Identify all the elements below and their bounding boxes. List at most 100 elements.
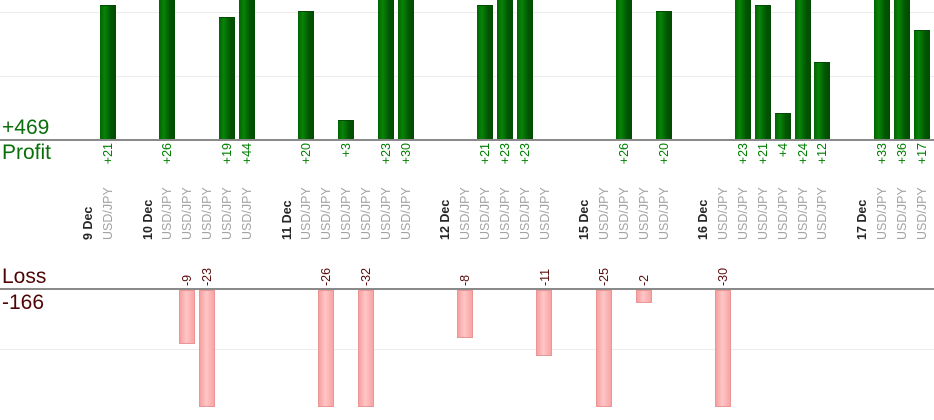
profit-value-label: +26 bbox=[616, 143, 631, 165]
x-axis-pair-label: USD/JPY bbox=[200, 187, 215, 240]
loss-axis-line bbox=[0, 288, 934, 290]
x-axis-date-label: 17 Dec bbox=[855, 199, 870, 240]
profit-value-label: +23 bbox=[517, 143, 532, 165]
x-axis-pair-label: USD/JPY bbox=[894, 187, 909, 240]
loss-bar bbox=[536, 290, 553, 356]
x-axis-pair-label: USD/JPY bbox=[100, 187, 115, 240]
x-axis-pair-label: USD/JPY bbox=[815, 187, 830, 240]
profit-value-label: +17 bbox=[914, 143, 929, 165]
profit-bar bbox=[337, 120, 354, 139]
loss-value-label: -11 bbox=[537, 268, 552, 286]
profit-value-label: +21 bbox=[478, 143, 492, 165]
loss-section-label: Loss bbox=[2, 265, 47, 288]
gridline-loss-10 bbox=[0, 349, 934, 350]
profit-bar bbox=[99, 5, 116, 139]
profit-bar bbox=[774, 113, 791, 139]
profit-value-label: +44 bbox=[239, 143, 254, 165]
loss-value-label: -8 bbox=[458, 274, 473, 286]
profit-value-label: +24 bbox=[795, 143, 810, 165]
profit-value-label: +20 bbox=[299, 143, 314, 165]
x-axis-pair-label: USD/JPY bbox=[537, 187, 552, 240]
gridline-profit-10 bbox=[0, 76, 934, 77]
loss-value-label: -2 bbox=[636, 274, 651, 286]
profit-bar bbox=[377, 0, 394, 139]
profit-bar bbox=[814, 62, 831, 139]
loss-total-label: -166 bbox=[2, 291, 45, 314]
profit-bar bbox=[794, 0, 811, 139]
profit-value-label: +3 bbox=[339, 143, 354, 158]
profit-bar bbox=[893, 0, 910, 139]
loss-value-label: -9 bbox=[180, 274, 195, 286]
profit-value-label: +33 bbox=[875, 143, 889, 165]
profit-value-label: +23 bbox=[497, 143, 512, 165]
profit-bar bbox=[754, 5, 771, 139]
loss-value-label: -25 bbox=[597, 267, 612, 286]
x-axis-pair-label: USD/JPY bbox=[656, 187, 671, 240]
x-axis-pair-label: USD/JPY bbox=[716, 187, 731, 240]
x-axis-pair-label: USD/JPY bbox=[875, 187, 889, 240]
loss-bar bbox=[318, 290, 335, 407]
x-axis-pair-label: USD/JPY bbox=[160, 187, 175, 240]
profit-value-label: +23 bbox=[378, 143, 393, 165]
profit-value-label: +21 bbox=[755, 143, 770, 165]
x-axis-pair-label: USD/JPY bbox=[497, 187, 512, 240]
gridline-profit-20 bbox=[0, 12, 934, 13]
x-axis-pair-label: USD/JPY bbox=[239, 187, 254, 240]
profit-bar bbox=[516, 0, 533, 139]
profit-bar bbox=[655, 11, 672, 139]
x-axis-pair-label: USD/JPY bbox=[319, 187, 334, 240]
x-axis-pair-label: USD/JPY bbox=[736, 187, 751, 240]
x-axis-date-label: 12 Dec bbox=[438, 199, 453, 240]
profit-value-label: +4 bbox=[775, 143, 790, 158]
profit-bar bbox=[218, 17, 235, 139]
profit-bar bbox=[476, 5, 493, 139]
x-axis-pair-label: USD/JPY bbox=[795, 187, 810, 240]
loss-bar bbox=[199, 290, 216, 407]
profit-bar bbox=[159, 0, 176, 139]
profit-value-label: +21 bbox=[100, 143, 115, 165]
x-axis-pair-label: USD/JPY bbox=[775, 187, 790, 240]
loss-bar bbox=[457, 290, 474, 338]
x-axis-pair-label: USD/JPY bbox=[914, 187, 929, 240]
loss-bar bbox=[179, 290, 196, 344]
x-axis-pair-label: USD/JPY bbox=[398, 187, 413, 240]
profit-value-label: +23 bbox=[736, 143, 751, 165]
x-axis-pair-label: USD/JPY bbox=[458, 187, 473, 240]
loss-value-label: -32 bbox=[358, 267, 373, 286]
x-axis-date-label: 15 Dec bbox=[577, 199, 592, 240]
x-axis-pair-label: USD/JPY bbox=[478, 187, 492, 240]
x-axis-date-label: 9 Dec bbox=[81, 206, 95, 240]
x-axis-pair-label: USD/JPY bbox=[299, 187, 314, 240]
loss-plot-area bbox=[0, 290, 934, 420]
profit-value-label: +30 bbox=[398, 143, 413, 165]
x-axis-pair-label: USD/JPY bbox=[219, 187, 234, 240]
x-axis-date-label: 16 Dec bbox=[696, 199, 711, 240]
loss-bar bbox=[357, 290, 374, 407]
profit-section-label: Profit bbox=[2, 141, 52, 164]
x-axis-pair-label: USD/JPY bbox=[597, 187, 612, 240]
profit-value-label: +36 bbox=[894, 143, 909, 165]
profit-value-label: +20 bbox=[656, 143, 671, 165]
profit-bar bbox=[397, 0, 414, 139]
loss-value-label: -30 bbox=[716, 267, 731, 286]
x-axis-pair-label: USD/JPY bbox=[636, 187, 651, 240]
profit-value-label: +19 bbox=[219, 143, 234, 165]
profit-bar bbox=[496, 0, 513, 139]
profit-axis-line bbox=[0, 139, 934, 141]
x-axis-pair-label: USD/JPY bbox=[358, 187, 373, 240]
loss-bar bbox=[635, 290, 652, 303]
x-axis-pair-label: USD/JPY bbox=[339, 187, 354, 240]
profit-total-label: +469 bbox=[2, 116, 50, 139]
x-axis-pair-label: USD/JPY bbox=[180, 187, 195, 240]
x-axis-pair-label: USD/JPY bbox=[616, 187, 631, 240]
profit-bar bbox=[873, 0, 890, 139]
x-axis-date-label: 10 Dec bbox=[140, 199, 155, 240]
profit-bar bbox=[238, 0, 255, 139]
x-axis-pair-label: USD/JPY bbox=[378, 187, 393, 240]
profit-bar bbox=[913, 30, 930, 139]
profit-bar bbox=[298, 11, 315, 139]
loss-value-label: -23 bbox=[200, 267, 215, 286]
x-axis-date-label: 11 Dec bbox=[279, 200, 294, 240]
profit-bar bbox=[615, 0, 632, 139]
